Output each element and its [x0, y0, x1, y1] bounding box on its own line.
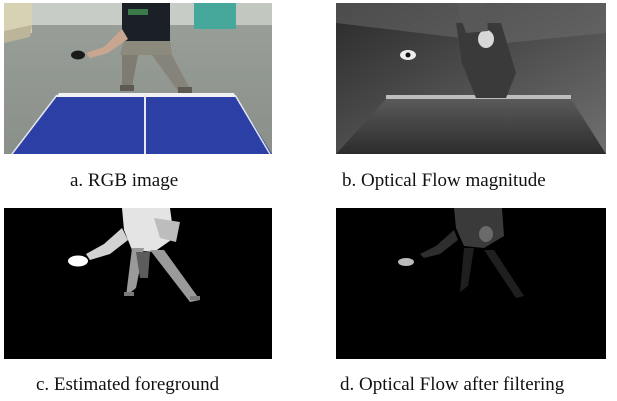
optical-flow-filtered-panel	[336, 208, 606, 359]
rgb-image-panel	[4, 3, 272, 154]
optical-flow-filtered-image	[336, 208, 606, 359]
optical-flow-magnitude-image	[336, 3, 606, 154]
caption-a: a. RGB image	[70, 170, 179, 191]
caption-c: c. Estimated foreground	[36, 374, 220, 395]
caption-d: d. Optical Flow after filtering	[340, 374, 565, 395]
estimated-foreground-image	[4, 208, 272, 359]
rgb-image	[4, 3, 272, 154]
optical-flow-magnitude-panel	[336, 3, 606, 154]
estimated-foreground-panel	[4, 208, 272, 359]
caption-b: b. Optical Flow magnitude	[342, 170, 546, 191]
